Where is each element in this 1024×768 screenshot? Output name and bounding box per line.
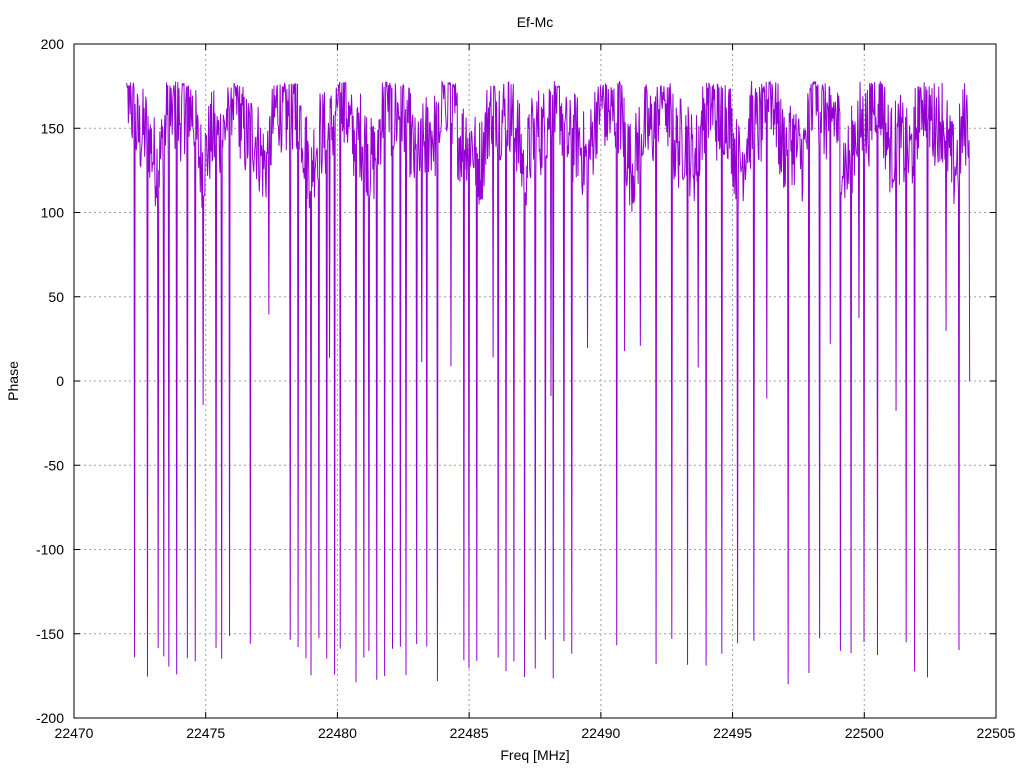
- x-tick-label: 22490: [581, 725, 620, 741]
- x-tick-label: 22485: [450, 725, 489, 741]
- x-tick-label: 22505: [977, 725, 1016, 741]
- y-tick-label: 0: [56, 373, 64, 389]
- y-tick-label: 200: [41, 36, 65, 52]
- series-line: [126, 80, 971, 685]
- x-tick-label: 22480: [318, 725, 357, 741]
- y-tick-label: -100: [36, 542, 64, 558]
- axis-ticks: 22470 22475 22480 22485 22490 22495 22500 22505…: [36, 36, 1016, 741]
- y-tick-label: 150: [41, 120, 65, 136]
- y-tick-label: -150: [36, 626, 64, 642]
- series-layer: [126, 80, 971, 685]
- x-tick-label: 22500: [845, 725, 884, 741]
- x-tick-label: 22475: [186, 725, 225, 741]
- x-tick-label: 22495: [713, 725, 752, 741]
- y-tick-label: 100: [41, 205, 65, 221]
- y-tick-label: 50: [48, 289, 64, 305]
- x-axis-label: Freq [MHz]: [500, 747, 569, 763]
- chart-title: Ef-Mc: [517, 14, 554, 30]
- y-tick-label: -50: [44, 457, 64, 473]
- y-tick-label: -200: [36, 710, 64, 726]
- y-axis-label: Phase: [5, 361, 21, 401]
- x-tick-label: 22470: [55, 725, 94, 741]
